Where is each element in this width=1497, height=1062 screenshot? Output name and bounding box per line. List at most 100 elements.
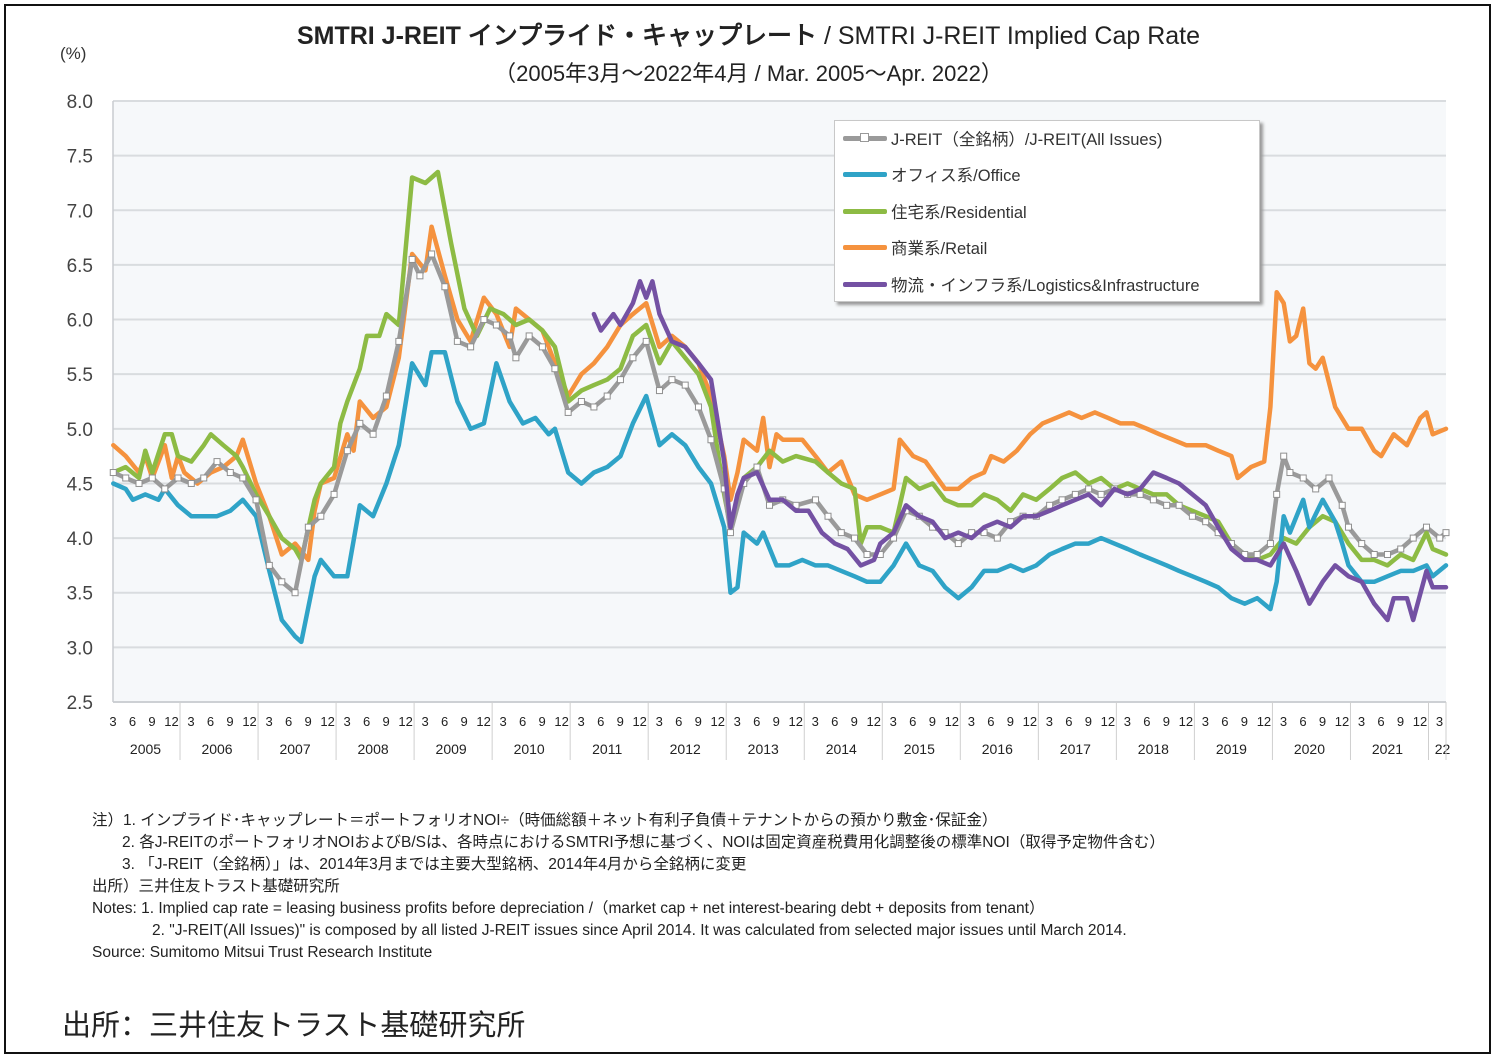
x-month-tick-label: 12 (1257, 714, 1271, 729)
data-point-marker (1312, 485, 1320, 493)
x-year-label: 2006 (201, 741, 232, 757)
x-year-label: 2009 (436, 741, 467, 757)
data-point-marker (1383, 550, 1391, 558)
x-month-tick-label: 6 (1299, 714, 1306, 729)
x-month-tick-label: 3 (1436, 714, 1443, 729)
data-point-marker (174, 474, 182, 482)
legend-label: 商業系/Retail (891, 240, 988, 258)
data-point-marker (1344, 523, 1352, 531)
x-year-label: 2010 (514, 741, 545, 757)
data-point-marker (480, 316, 488, 324)
x-month-tick-label: 6 (519, 714, 526, 729)
x-month-tick-label: 3 (1280, 714, 1287, 729)
x-month-tick-label: 12 (1413, 714, 1427, 729)
x-month-tick-label: 12 (320, 714, 334, 729)
y-tick-label: 4.5 (67, 474, 93, 495)
y-tick-label: 4.0 (67, 529, 93, 550)
x-month-tick-label: 9 (1241, 714, 1248, 729)
x-month-tick-label: 12 (1179, 714, 1193, 729)
data-point-marker (1325, 474, 1333, 482)
y-tick-label: 5.0 (67, 420, 93, 441)
data-point-marker (1136, 490, 1144, 498)
x-month-tick-label: 9 (617, 714, 624, 729)
legend-label: J-REIT（全銘柄）/J-REIT(All Issues) (891, 131, 1163, 149)
legend-swatch-retail (843, 244, 887, 250)
legend-item-all-issues[interactable]: J-REIT（全銘柄）/J-REIT(All Issues) (843, 123, 1162, 153)
data-point-marker (837, 529, 845, 537)
data-point-marker (213, 458, 221, 466)
x-month-tick-label: 12 (476, 714, 490, 729)
data-point-marker (1422, 523, 1430, 531)
series-line-office (111, 350, 1449, 645)
source-caption: 出所：三井住友トラスト基礎研究所 (62, 1010, 526, 1042)
data-point-marker (603, 392, 611, 400)
data-point-marker (1299, 474, 1307, 482)
x-month-tick-label: 3 (812, 714, 819, 729)
data-point-marker (506, 332, 514, 340)
x-month-tick-label: 3 (421, 714, 428, 729)
data-point-marker (564, 408, 572, 416)
legend-item-logistics[interactable]: 物流・インフラ系/Logistics&Infrastructure (843, 269, 1200, 299)
note-jp-source: 出所）三井住友トラスト基礎研究所 (92, 878, 340, 895)
x-month-tick-label: 12 (632, 714, 646, 729)
data-point-marker (1273, 490, 1281, 498)
data-point-marker (1442, 529, 1450, 537)
x-month-tick-label: 6 (909, 714, 916, 729)
x-year-label: 2013 (748, 741, 779, 757)
series-lines (109, 169, 1450, 645)
chart-title-en: / SMTRI J-REIT Implied Cap Rate (817, 22, 1201, 50)
x-year-label: 2019 (1216, 741, 1247, 757)
data-point-marker (441, 283, 449, 291)
x-month-tick-label: 9 (304, 714, 311, 729)
x-month-tick-label: 12 (554, 714, 568, 729)
x-month-tick-label: 9 (539, 714, 546, 729)
y-tick-label: 6.5 (67, 256, 93, 277)
x-year-label: 2016 (982, 741, 1013, 757)
data-point-marker (369, 430, 377, 438)
legend-item-retail[interactable]: 商業系/Retail (843, 232, 987, 262)
x-year-label: 2014 (826, 741, 857, 757)
x-year-label: 2011 (592, 741, 622, 757)
x-month-tick-label: 6 (129, 714, 136, 729)
data-point-marker (187, 479, 195, 487)
square-marker-icon (860, 132, 869, 142)
x-month-tick-label: 9 (1397, 714, 1404, 729)
data-point-marker (1097, 490, 1105, 498)
data-point-marker (467, 343, 475, 351)
y-axis-ticks: 2.5 3.0 3.5 4.0 4.5 5.0 5.5 6.0 6.5 7.0 7.5 8.0 (67, 92, 93, 714)
x-month-tick-label: 6 (1221, 714, 1228, 729)
x-month-tick-label: 6 (1377, 714, 1384, 729)
y-tick-label: 5.5 (67, 365, 93, 386)
x-month-tick-label: 9 (382, 714, 389, 729)
y-tick-label: 3.0 (67, 638, 93, 659)
x-month-tick-label: 3 (343, 714, 350, 729)
series-markers-all-issues (109, 250, 1450, 597)
data-point-marker (655, 387, 663, 395)
x-month-tick-label: 3 (1202, 714, 1209, 729)
x-month-tick-label: 3 (890, 714, 897, 729)
y-tick-label: 3.5 (67, 584, 93, 605)
series-line-logistics (591, 279, 1449, 623)
data-point-marker (304, 523, 312, 531)
x-month-tick-label: 6 (1065, 714, 1072, 729)
data-point-marker (812, 496, 820, 504)
y-tick-label: 7.0 (67, 201, 93, 222)
legend-item-residential[interactable]: 住宅系/Residential (843, 196, 1027, 226)
x-month-tick-label: 12 (242, 714, 256, 729)
x-month-tick-label: 9 (929, 714, 936, 729)
data-point-marker (668, 376, 676, 384)
legend-item-office[interactable]: オフィス系/Office (843, 159, 1021, 189)
x-month-tick-label: 3 (1046, 714, 1053, 729)
data-point-marker (616, 376, 624, 384)
data-point-marker (343, 447, 351, 455)
data-point-marker (753, 463, 761, 471)
data-point-marker (408, 255, 416, 263)
x-month-tick-label: 3 (500, 714, 507, 729)
legend-swatch-all-issues (843, 132, 887, 142)
x-year-label: 2008 (358, 741, 389, 757)
x-month-tick-label: 9 (773, 714, 780, 729)
x-month-tick-label: 9 (461, 714, 468, 729)
x-year-label: 2005 (130, 741, 161, 757)
data-point-marker (629, 354, 637, 362)
x-month-tick-label: 9 (695, 714, 702, 729)
